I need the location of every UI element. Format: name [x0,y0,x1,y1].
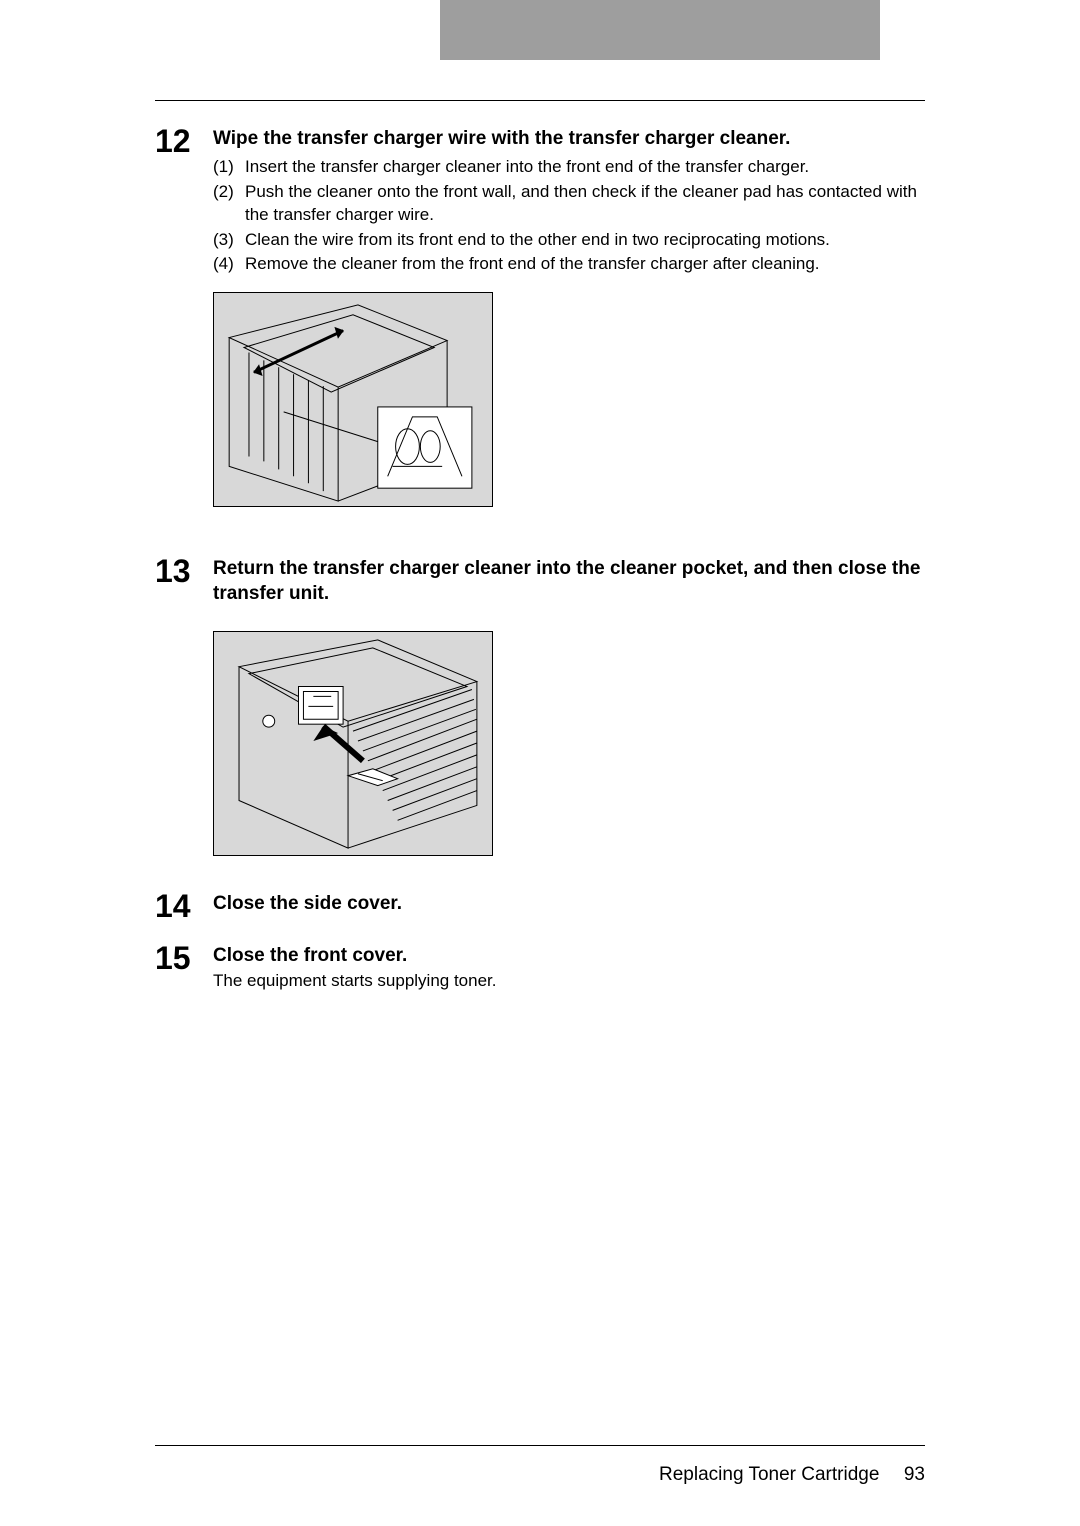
step-number: 13 [155,555,213,587]
content-area: 12 Wipe the transfer charger wire with t… [155,100,925,993]
step-15: 15 Close the front cover. The equipment … [155,942,925,994]
step-title: Close the front cover. [213,944,925,969]
step-body: Return the transfer charger cleaner into… [213,555,925,855]
footer-page-number: 93 [904,1464,925,1485]
step-body: Wipe the transfer charger wire with the … [213,125,925,507]
substeps-list: (1) Insert the transfer charger cleaner … [213,156,925,277]
substep: (2) Push the cleaner onto the front wall… [213,181,925,227]
figure-illustration [213,292,493,507]
figure-illustration [213,631,493,856]
step-12: 12 Wipe the transfer charger wire with t… [155,125,925,507]
footer-section: Replacing Toner Cartridge [659,1464,879,1485]
substep-text: Clean the wire from its front end to the… [245,229,925,252]
step-body: Close the side cover. [213,890,925,917]
substep-text: Push the cleaner onto the front wall, an… [245,181,925,227]
step-number: 12 [155,125,213,157]
substep-text: Insert the transfer charger cleaner into… [245,156,925,179]
substep-number: (1) [213,156,245,179]
step-note: The equipment starts supplying toner. [213,970,925,993]
substep-text: Remove the cleaner from the front end of… [245,253,925,276]
header-tab-bar [440,0,880,60]
step-number: 14 [155,890,213,922]
step-14: 14 Close the side cover. [155,890,925,922]
step-title: Return the transfer charger cleaner into… [213,557,925,606]
substep: (4) Remove the cleaner from the front en… [213,253,925,276]
step-body: Close the front cover. The equipment sta… [213,942,925,994]
page-footer: Replacing Toner Cartridge 93 [155,1445,925,1526]
step-13: 13 Return the transfer charger cleaner i… [155,555,925,855]
substep: (1) Insert the transfer charger cleaner … [213,156,925,179]
substep-number: (4) [213,253,245,276]
step-title: Wipe the transfer charger wire with the … [213,127,925,152]
substep-number: (2) [213,181,245,227]
substep: (3) Clean the wire from its front end to… [213,229,925,252]
step-number: 15 [155,942,213,974]
step-title: Close the side cover. [213,892,925,917]
substep-number: (3) [213,229,245,252]
